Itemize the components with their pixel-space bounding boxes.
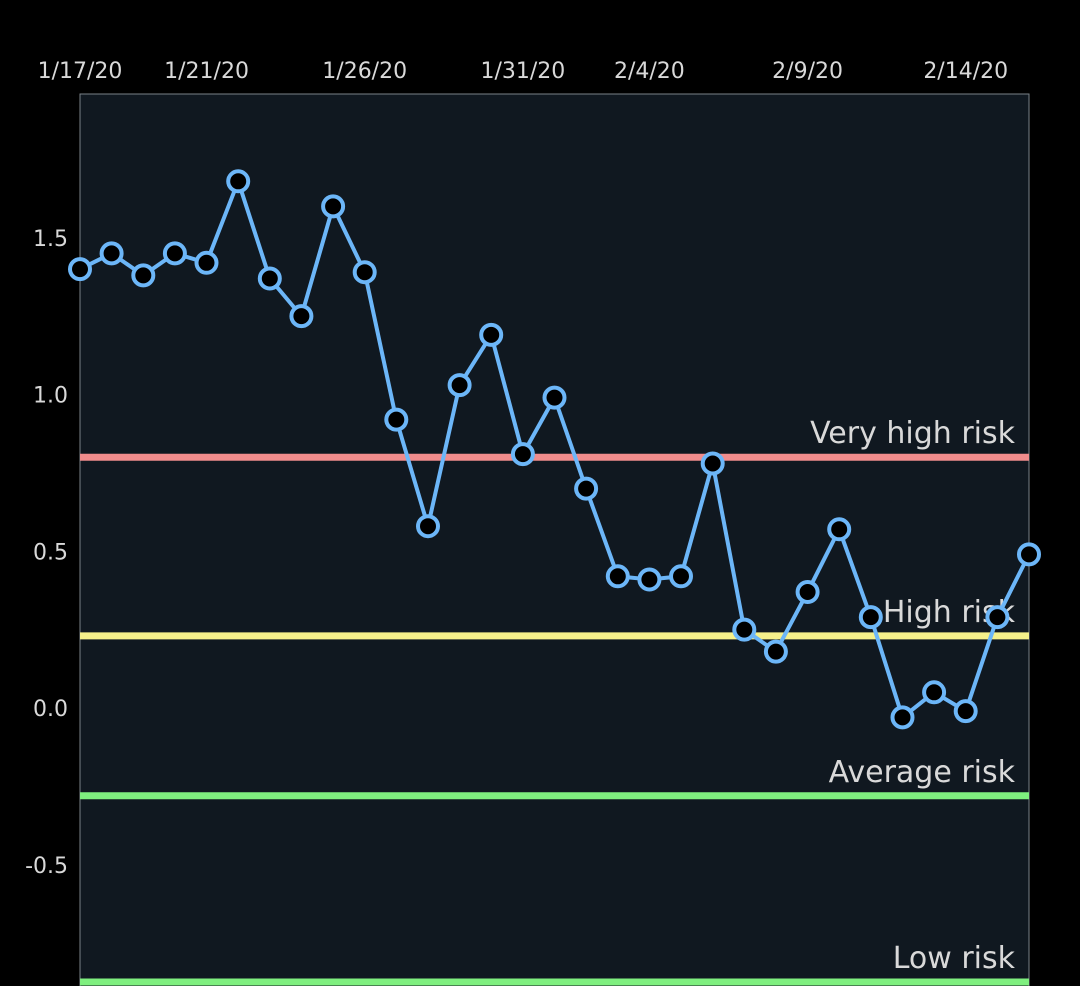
x-tick-label: 1/31/20: [480, 59, 565, 84]
y-tick-label: 1.0: [33, 384, 68, 409]
data-point: [922, 680, 947, 705]
data-point: [732, 617, 757, 642]
x-tick-label: 2/9/20: [772, 59, 843, 84]
y-tick-label: -0.5: [25, 854, 68, 879]
x-tick-label: 1/26/20: [322, 59, 407, 84]
data-point: [321, 194, 346, 219]
data-point: [68, 257, 92, 282]
x-tick-label: 1/17/20: [38, 59, 123, 84]
data-point: [384, 407, 409, 432]
x-tick-label: 2/4/20: [614, 59, 685, 84]
data-point: [700, 451, 725, 476]
data-point: [352, 260, 377, 285]
y-tick-label: 1.5: [33, 227, 68, 252]
data-point: [289, 304, 314, 329]
series-group: [68, 169, 1041, 730]
data-point: [447, 373, 472, 398]
data-point: [226, 169, 251, 194]
data-point: [953, 699, 978, 724]
data-point: [542, 385, 567, 410]
data-point: [858, 605, 883, 630]
reference-line-label: Very high risk: [810, 416, 1016, 451]
data-point: [985, 605, 1010, 630]
x-tick-label: 1/21/20: [164, 59, 249, 84]
data-point: [510, 442, 535, 467]
data-point: [763, 639, 788, 664]
data-point: [416, 514, 440, 539]
data-point: [1017, 542, 1041, 567]
y-tick-label: 0.5: [33, 540, 68, 565]
data-point: [669, 564, 693, 589]
data-point: [194, 250, 219, 275]
data-point: [795, 580, 820, 604]
x-axis-ticks: 1/17/20 1/21/20 1/26/20 1/31/20 2/4/20 2/9/20…: [38, 59, 1009, 84]
x-tick-label: 2/14/20: [923, 59, 1008, 84]
reference-line-label: Low risk: [893, 941, 1016, 976]
reference-line-label: Average risk: [829, 755, 1016, 790]
data-point: [479, 322, 504, 347]
data-point: [257, 266, 282, 291]
data-point: [131, 263, 156, 288]
y-axis-ticks: 1.5 1.0 0.5 0.0 -0.5: [25, 227, 68, 879]
data-point: [890, 705, 915, 730]
data-point: [827, 517, 852, 542]
data-point: [637, 567, 662, 592]
data-point: [574, 476, 599, 501]
data-point: [99, 241, 124, 266]
data-point: [162, 241, 187, 266]
plot-area: [79, 93, 1030, 986]
data-point: [605, 564, 630, 589]
y-tick-label: 0.0: [33, 697, 68, 722]
